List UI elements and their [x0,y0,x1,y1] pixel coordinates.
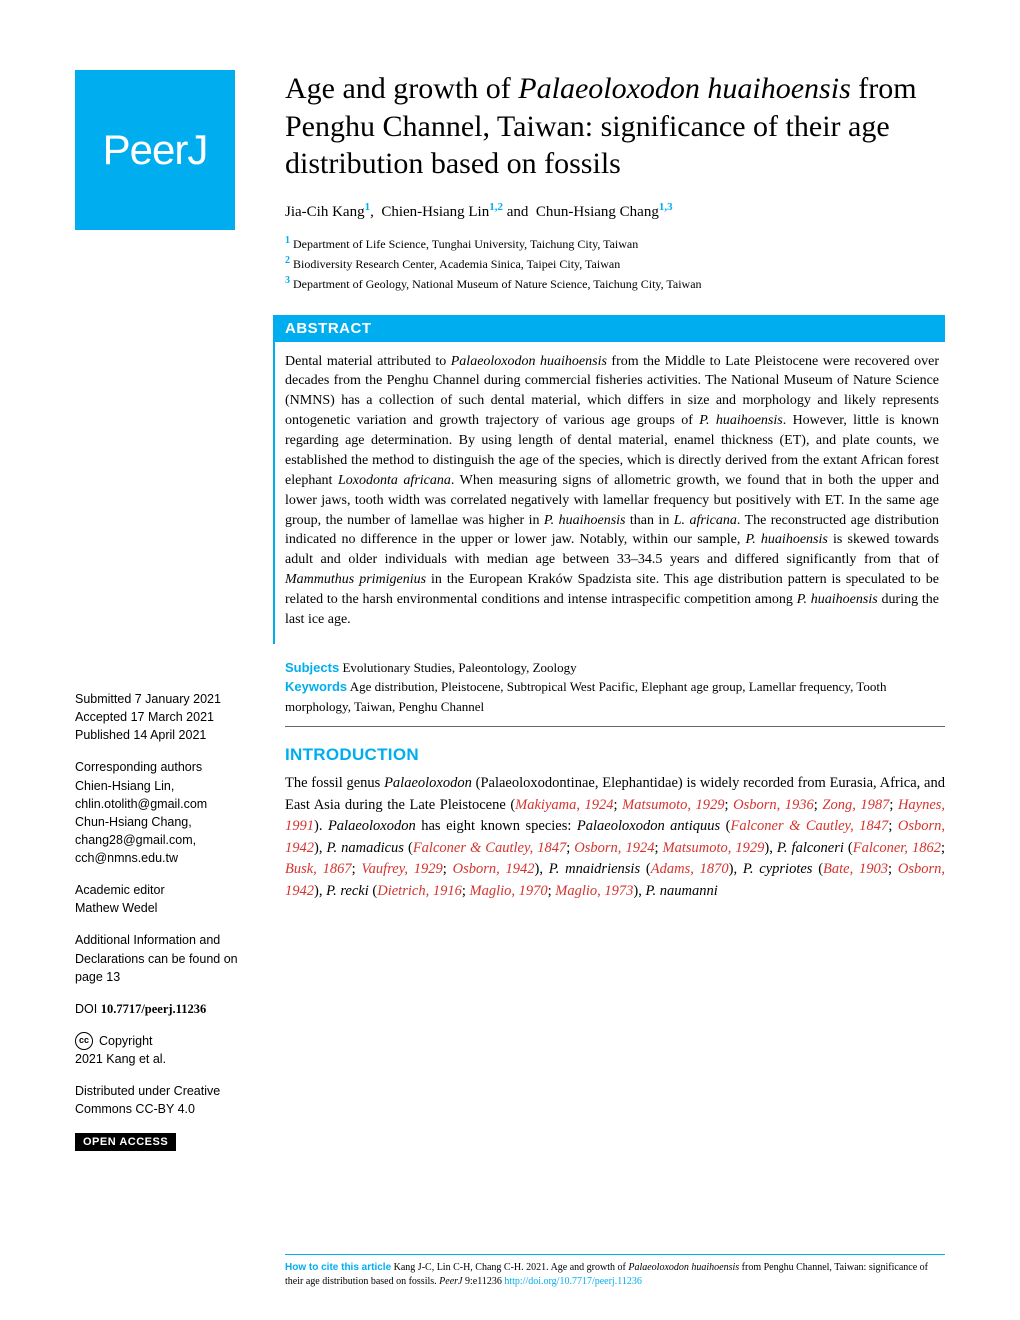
distributed-block: Distributed under Creative Commons CC-BY… [75,1082,255,1118]
main-content: Age and growth of Palaeoloxodon huaihoen… [285,70,945,1151]
additional-info: Additional Information and Declarations … [75,931,255,985]
dates-block: Submitted 7 January 2021 Accepted 17 Mar… [75,690,255,744]
authors: Jia-Cih Kang1, Chien-Hsiang Lin1,2 and C… [285,201,945,221]
journal-logo: PeerJ [75,70,235,230]
doi-block: DOI 10.7717/peerj.11236 [75,1000,255,1018]
editor-block: Academic editor Mathew Wedel [75,881,255,917]
logo-text: PeerJ [103,126,208,174]
introduction-header: INTRODUCTION [285,745,945,765]
citation-footer: How to cite this article Kang J-C, Lin C… [285,1254,945,1288]
open-access-badge: OPEN ACCESS [75,1133,176,1151]
cc-icon: cc [75,1032,93,1050]
sidebar: PeerJ Submitted 7 January 2021 Accepted … [75,70,255,1151]
article-title: Age and growth of Palaeoloxodon huaihoen… [285,70,945,183]
affiliations: 1 Department of Life Science, Tunghai Un… [285,233,945,293]
abstract-header: ABSTRACT [273,315,945,342]
abstract-text: Dental material attributed to Palaeoloxo… [285,352,939,630]
subjects-keywords: Subjects Evolutionary Studies, Paleontol… [285,650,945,728]
introduction-text: The fossil genus Palaeoloxodon (Palaeolo… [285,773,945,902]
copyright-block: cc Copyright 2021 Kang et al. [75,1032,255,1068]
abstract-box: Dental material attributed to Palaeoloxo… [273,342,945,644]
corresponding-block: Corresponding authors Chien-Hsiang Lin, … [75,758,255,867]
